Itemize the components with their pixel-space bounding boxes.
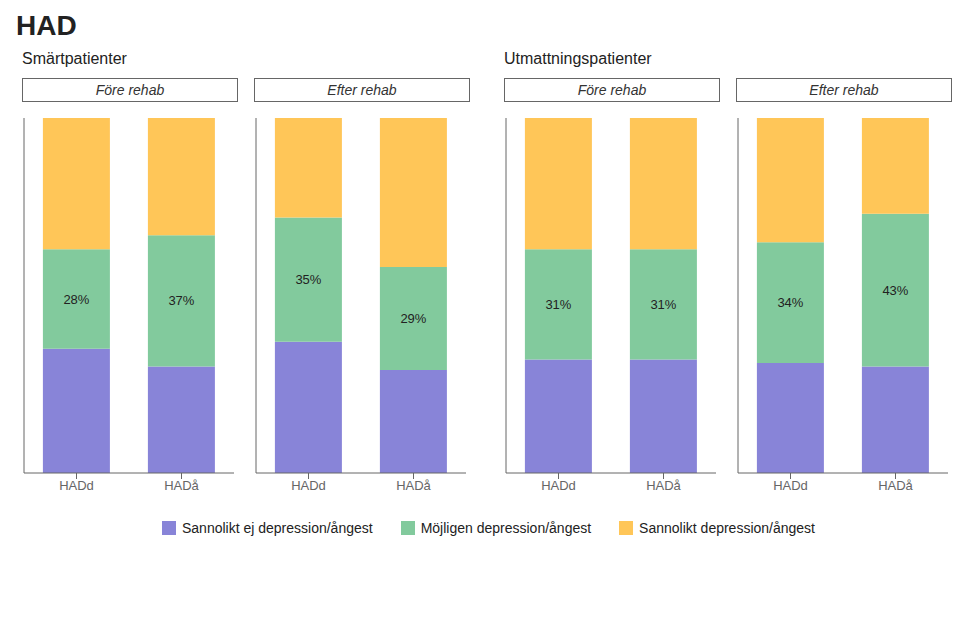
svg-text:31%: 31% xyxy=(545,297,571,312)
html-text:Efter rehab: Efter rehab xyxy=(809,82,879,98)
svg-text:31%: 31% xyxy=(650,297,676,312)
html-text:Smärtpatienter: Smärtpatienter xyxy=(22,50,127,67)
svg-text:37%: 37% xyxy=(168,293,194,308)
svg-text:HADå: HADå xyxy=(164,478,199,493)
svg-text:HADå: HADå xyxy=(646,478,681,493)
svg-text:34%: 34% xyxy=(777,295,803,310)
svg-text:28%: 28% xyxy=(63,292,89,307)
html-text:Efter rehab: Efter rehab xyxy=(327,82,397,98)
html-text:Möjligen depression/ångest: Möjligen depression/ångest xyxy=(420,520,592,536)
svg-text:35%: 35% xyxy=(295,272,321,287)
html-text:HAD: HAD xyxy=(16,10,77,41)
svg-text:HADd: HADd xyxy=(541,478,576,493)
html-text:Sannolikt ej depression/ångest: Sannolikt ej depression/ångest xyxy=(182,520,373,536)
svg-text:HADd: HADd xyxy=(773,478,808,493)
svg-text:HADå: HADå xyxy=(878,478,913,493)
svg-text:43%: 43% xyxy=(882,283,908,298)
html-text:Utmattningspatienter: Utmattningspatienter xyxy=(504,50,652,67)
html-text:Sannolikt depression/ångest: Sannolikt depression/ångest xyxy=(639,520,815,536)
svg-text:29%: 29% xyxy=(400,311,426,326)
svg-text:HADd: HADd xyxy=(291,478,326,493)
svg-text:HADd: HADd xyxy=(59,478,94,493)
html-text:Före rehab: Före rehab xyxy=(95,82,165,98)
svg-text:HADå: HADå xyxy=(396,478,431,493)
html-text:Före rehab: Före rehab xyxy=(577,82,647,98)
